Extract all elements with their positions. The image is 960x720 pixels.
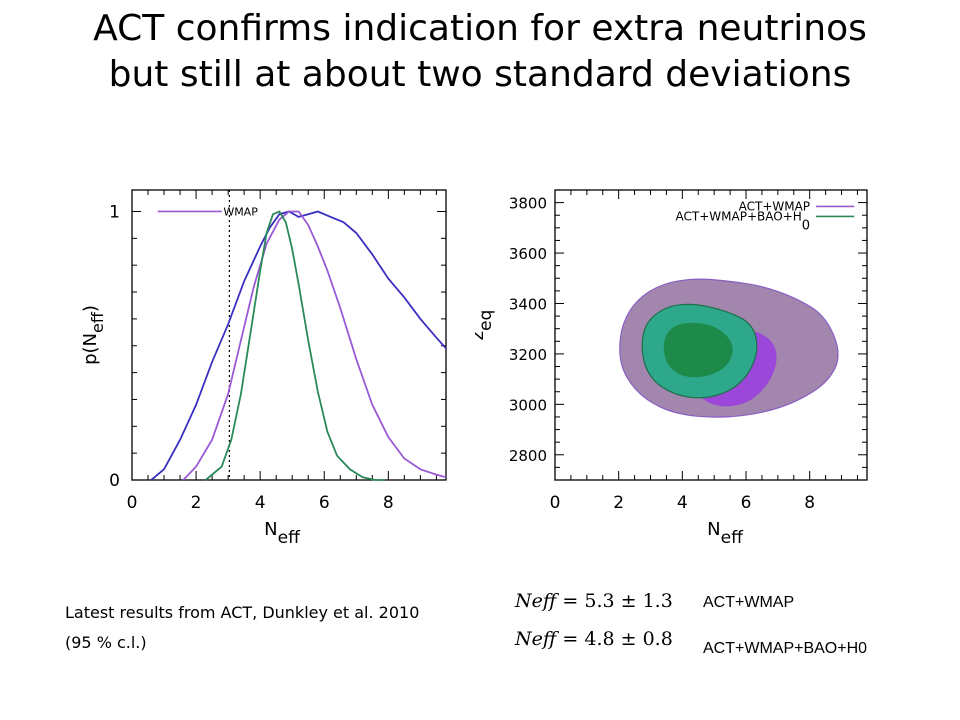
x-tick-label: 2 [613, 493, 624, 513]
y-tick-label: 2800 [509, 447, 547, 465]
slide-title: ACT confirms indication for extra neutri… [0, 6, 960, 98]
y-axis-label: p(Neff) [80, 305, 107, 365]
legend-label-act-wmap-bao-h0: ACT+WMAP+BAO+H0 [676, 209, 811, 233]
y-tick-label: 3800 [509, 195, 547, 213]
series-line-blue [150, 210, 447, 481]
x-axis-label: Neff [264, 519, 301, 548]
result-equals: = [562, 590, 585, 612]
x-tick-label: 0 [127, 493, 138, 513]
result-symbol: Neff [515, 590, 557, 612]
y-tick-label: 3200 [509, 346, 547, 364]
x-tick-label: 6 [741, 493, 752, 513]
y-tick-label: 1 [109, 202, 120, 222]
result-value: 5.3 [584, 590, 615, 612]
result-label: ACT+WMAP+BAO+H0 [703, 640, 868, 657]
series-line-purple [182, 210, 447, 481]
legend-label-act-wmap: ACT+WMAP [739, 199, 810, 213]
x-tick-label: 4 [255, 493, 266, 513]
x-axis-label: Neff [707, 519, 744, 548]
y-axis-label: zeq [475, 310, 496, 341]
contour-region [663, 322, 733, 378]
x-tick-label: 8 [383, 493, 394, 513]
x-tick-label: 8 [804, 493, 815, 513]
y-tick-label: 3600 [509, 245, 547, 263]
x-tick-label: 0 [550, 493, 561, 513]
left-chart-panel: WMAP 0 2 4 6 8 0 1 Neff p(Neff) [70, 180, 470, 550]
result-value: 4.8 [584, 628, 615, 650]
results-block: Neff = 5.3 ± 1.3 ACT+WMAP Neff = 4.8 ± 0… [515, 590, 867, 666]
caption-line-1: Latest results from ACT, Dunkley et al. … [65, 603, 420, 622]
x-tick-label: 4 [677, 493, 688, 513]
result-equation: Neff = 4.8 ± 0.8 [515, 628, 673, 650]
y-tick-label: 3000 [509, 396, 547, 414]
plot-frame [131, 189, 447, 481]
result-error: 1.3 [642, 590, 673, 612]
result-row-act-wmap-bao-h0: Neff = 4.8 ± 0.8 ACT+WMAP+BAO+H0 [515, 628, 867, 666]
result-equation: Neff = 5.3 ± 1.3 [515, 590, 673, 612]
result-plusminus: ± [614, 628, 643, 650]
result-symbol: Neff [515, 628, 557, 650]
x-tick-label: 6 [319, 493, 330, 513]
y-tick-label: 0 [109, 471, 120, 491]
caption-line-2: (95 % c.l.) [65, 633, 147, 652]
y-tick-label: 3400 [509, 295, 547, 313]
title-line-1: ACT confirms indication for extra neutri… [93, 8, 867, 49]
result-plusminus: ± [614, 590, 643, 612]
caption: Latest results from ACT, Dunkley et al. … [65, 598, 419, 658]
title-line-2: but still at about two standard deviatio… [108, 54, 852, 95]
series-line-green [205, 210, 386, 481]
plot-frame [554, 189, 868, 481]
left-chart-svg: WMAP 0 2 4 6 8 0 1 Neff p(Neff) [80, 189, 447, 548]
result-error: 0.8 [642, 628, 673, 650]
result-label: ACT+WMAP [703, 594, 795, 611]
x-tick-label: 2 [191, 493, 202, 513]
legend-label-wmap: WMAP [223, 205, 258, 218]
result-row-act-wmap: Neff = 5.3 ± 1.3 ACT+WMAP [515, 590, 794, 628]
right-chart-panel: ACT+WMAP ACT+WMAP+BAO+H0 0 2 4 6 8 2800 3000 3200… [475, 180, 885, 550]
result-equals: = [562, 628, 585, 650]
